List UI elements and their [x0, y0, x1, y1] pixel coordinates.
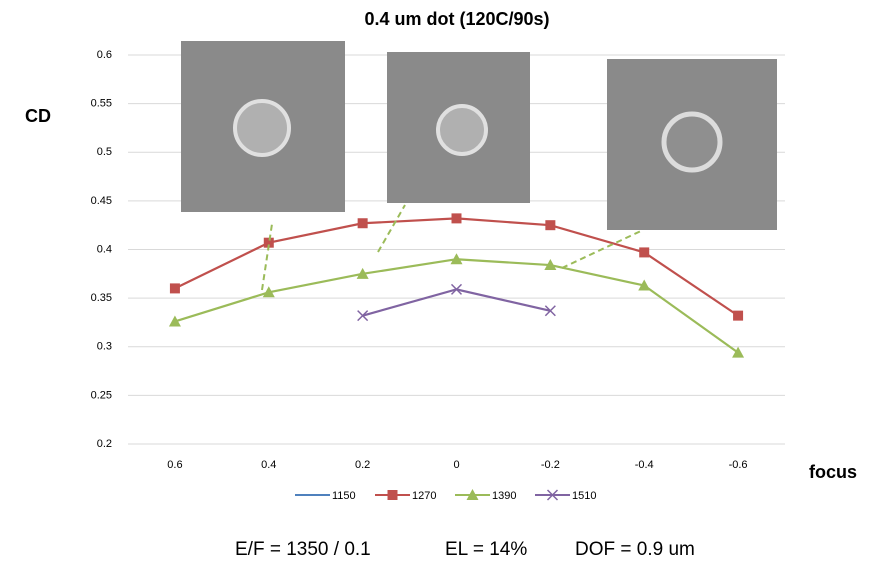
sem-images	[181, 41, 777, 291]
y-tick-label: 0.4	[97, 243, 112, 255]
y-tick-label: 0.2	[97, 438, 112, 450]
sem-dot	[436, 104, 488, 156]
y-tick-label: 0.55	[91, 98, 112, 110]
y-tick-label: 0.3	[97, 341, 112, 353]
marker	[451, 213, 462, 224]
marker	[733, 310, 744, 321]
series-line	[362, 288, 551, 317]
x-tick-label: 0	[453, 459, 459, 471]
sem-dot	[661, 111, 723, 173]
marker	[169, 283, 180, 294]
y-tick-label: 0.45	[91, 195, 112, 207]
x-tick-label: 0.2	[355, 459, 370, 471]
y-tick-label: 0.6	[97, 49, 112, 61]
marker	[262, 286, 275, 298]
marker	[168, 315, 181, 327]
callout-line	[561, 229, 644, 269]
marker	[546, 489, 559, 501]
legend-label: 1390	[492, 490, 516, 502]
annotation: DOF = 0.9 um	[575, 539, 695, 560]
chart-title: 0.4 um dot (120C/90s)	[364, 9, 549, 29]
x-tick-label: 0.4	[261, 459, 276, 471]
x-tick-label: 0.6	[167, 459, 182, 471]
plot-area: 0.2 0.25 0.3 0.35 0.4 0.45 0.5 0.55 0.6 0.6 0.4 0.2…	[91, 49, 785, 471]
x-axis-label: focus	[809, 462, 857, 482]
marker	[544, 305, 556, 317]
x-tick-label: -0.2	[541, 459, 560, 471]
y-tick-label: 0.25	[91, 389, 112, 401]
y-tick-label: 0.5	[97, 146, 112, 158]
y-axis-label: CD	[25, 106, 51, 126]
marker	[263, 237, 274, 248]
marker	[450, 283, 463, 295]
y-tick-label: 0.35	[91, 292, 112, 304]
marker	[545, 220, 556, 231]
legend-label: 1150	[332, 490, 356, 502]
x-tick-label: -0.4	[635, 459, 654, 471]
callout-line	[261, 223, 273, 291]
series-line	[174, 258, 739, 354]
sem-dot	[233, 99, 291, 157]
annotation: EL = 14%	[445, 539, 527, 560]
marker	[357, 218, 368, 229]
marker	[466, 489, 479, 500]
marker	[732, 346, 745, 358]
marker	[387, 490, 398, 500]
marker	[639, 247, 650, 258]
marker	[638, 279, 651, 291]
marker	[544, 259, 557, 271]
legend: 1150 1270 1390 1510	[295, 489, 596, 502]
callout-line	[377, 204, 406, 253]
series-line	[174, 217, 739, 317]
legend-label: 1510	[572, 490, 596, 502]
x-tick-label: -0.6	[729, 459, 748, 471]
legend-label: 1270	[412, 490, 436, 502]
marker	[356, 267, 369, 279]
marker	[357, 310, 369, 322]
annotation: E/F = 1350 / 0.1	[235, 539, 371, 560]
marker	[450, 253, 463, 265]
